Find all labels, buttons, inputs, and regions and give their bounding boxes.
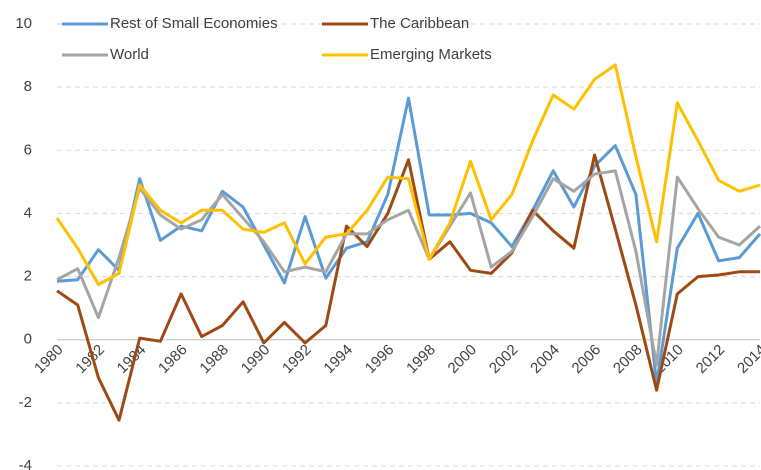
x-tick-label: 2000	[445, 341, 481, 377]
x-tick-label: 2012	[693, 341, 729, 377]
legend-label: World	[110, 46, 149, 63]
x-tick-label: 1992	[279, 341, 315, 377]
y-tick-label: 2	[24, 268, 32, 285]
y-tick-label: 6	[24, 141, 32, 158]
y-tick-label: 0	[24, 331, 32, 348]
y-tick-label: -4	[19, 457, 32, 470]
x-tick-label: 1994	[320, 341, 356, 377]
series-line	[55, 63, 761, 286]
legend-label: Rest of Small Economies	[110, 15, 278, 32]
x-tick-label: 1990	[238, 341, 274, 377]
legend-label: Emerging Markets	[370, 46, 492, 63]
x-tick-label: 2002	[486, 341, 522, 377]
x-tick-label: 1988	[196, 341, 232, 377]
x-tick-label: 2008	[610, 341, 646, 377]
series-line	[56, 153, 760, 422]
y-tick-label: -2	[19, 394, 32, 411]
x-tick-label: 2014	[734, 341, 761, 377]
series-line	[56, 96, 761, 386]
series-line	[56, 169, 761, 367]
x-tick-label: 2004	[527, 341, 563, 377]
legend-label: The Caribbean	[370, 15, 469, 32]
x-tick-label: 2006	[569, 341, 605, 377]
y-tick-label: 10	[15, 15, 32, 32]
x-tick-label: 1998	[403, 341, 439, 377]
y-tick-label: 4	[24, 204, 32, 221]
x-tick-label: 1996	[362, 341, 398, 377]
y-tick-label: 8	[24, 78, 32, 95]
x-tick-label: 1986	[155, 341, 191, 377]
x-tick-label: 1980	[31, 341, 67, 377]
